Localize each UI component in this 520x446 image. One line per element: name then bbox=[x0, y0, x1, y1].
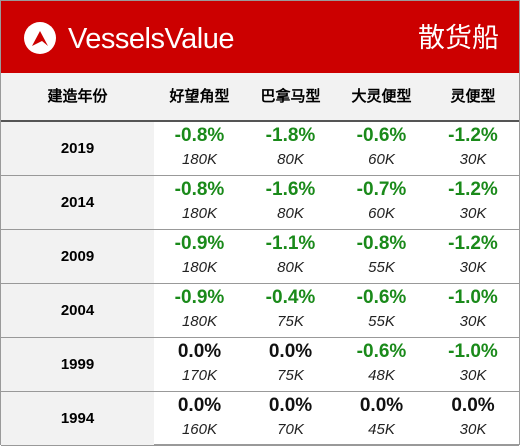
vessel-size: 75K bbox=[277, 367, 304, 384]
vessel-size: 30K bbox=[459, 205, 487, 222]
vessel-size: 30K bbox=[459, 151, 487, 168]
table-row: 2004 -0.9% 180K -0.4% 75K -0.6% 55K -1.0% 30K bbox=[1, 284, 519, 338]
column-header-year: 建造年份 bbox=[47, 87, 108, 105]
value-change: -0.7% bbox=[356, 179, 407, 200]
value-cell-handysize: -1.0% 30K bbox=[427, 284, 519, 337]
value-change: -0.6% bbox=[356, 341, 407, 362]
build-year: 2019 bbox=[1, 122, 154, 175]
vessel-size: 30K bbox=[459, 313, 487, 330]
value-change: -1.2% bbox=[448, 179, 498, 200]
value-cell-supramax: 0.0% 45K bbox=[336, 392, 427, 445]
value-change: -0.8% bbox=[174, 125, 225, 146]
vessel-size: 180K bbox=[181, 151, 218, 168]
value-change: -0.8% bbox=[356, 233, 407, 254]
value-change: 0.0% bbox=[359, 395, 404, 416]
value-change: -0.8% bbox=[174, 179, 225, 200]
build-year: 1999 bbox=[1, 338, 154, 391]
vessel-size: 60K bbox=[368, 205, 395, 222]
vessel-size: 60K bbox=[368, 151, 395, 168]
value-change: 0.0% bbox=[451, 395, 495, 416]
column-header-row: 建造年份 好望角型 巴拿马型 大灵便型 灵便型 bbox=[1, 73, 519, 122]
value-change: -0.9% bbox=[174, 233, 225, 254]
value-cell-supramax: -0.8% 55K bbox=[336, 230, 427, 283]
value-cell-handysize: -1.0% 30K bbox=[427, 338, 519, 391]
vesselsvalue-logo-icon bbox=[24, 22, 56, 54]
value-cell-handysize: -1.2% 30K bbox=[427, 122, 519, 175]
vessel-size: 30K bbox=[459, 259, 487, 276]
build-year: 2009 bbox=[1, 230, 154, 283]
value-change: 0.0% bbox=[177, 395, 222, 416]
value-cell-capesize: -0.8% 180K bbox=[154, 176, 245, 229]
vessel-size: 75K bbox=[277, 313, 304, 330]
value-cell-supramax: -0.6% 55K bbox=[336, 284, 427, 337]
vessel-size: 48K bbox=[368, 367, 395, 384]
value-cell-panamax: 0.0% 70K bbox=[245, 392, 336, 445]
value-cell-handysize: -1.2% 30K bbox=[427, 230, 519, 283]
value-change: -1.2% bbox=[448, 125, 498, 146]
value-cell-panamax: -1.6% 80K bbox=[245, 176, 336, 229]
value-cell-capesize: 0.0% 160K bbox=[154, 392, 245, 445]
build-year: 2014 bbox=[1, 176, 154, 229]
value-cell-capesize: -0.9% 180K bbox=[154, 284, 245, 337]
vessel-size: 180K bbox=[181, 313, 218, 330]
value-change: -1.1% bbox=[265, 233, 316, 254]
vessel-size: 55K bbox=[368, 259, 395, 276]
value-change: -0.6% bbox=[356, 287, 407, 308]
value-change: -0.4% bbox=[265, 287, 316, 308]
table-row: 2009 -0.9% 180K -1.1% 80K -0.8% 55K -1.2% 30K bbox=[1, 230, 519, 284]
value-change: -1.8% bbox=[265, 125, 316, 146]
value-cell-panamax: -1.8% 80K bbox=[245, 122, 336, 175]
column-header-capesize: 好望角型 bbox=[169, 87, 230, 105]
vessel-size: 55K bbox=[368, 313, 395, 330]
brand-name: VesselsValue bbox=[68, 23, 234, 55]
build-year: 1994 bbox=[1, 392, 154, 445]
value-cell-panamax: 0.0% 75K bbox=[245, 338, 336, 391]
vessel-size: 45K bbox=[368, 421, 395, 438]
value-cell-supramax: -0.6% 60K bbox=[336, 122, 427, 175]
vessel-size: 80K bbox=[277, 205, 304, 222]
value-cell-handysize: 0.0% 30K bbox=[427, 392, 519, 445]
table-row: 1994 0.0% 160K 0.0% 70K 0.0% 45K 0.0% 30K bbox=[1, 392, 519, 446]
vessel-size: 80K bbox=[277, 151, 304, 168]
value-cell-handysize: -1.2% 30K bbox=[427, 176, 519, 229]
build-year: 2004 bbox=[1, 284, 154, 337]
table-row: 2014 -0.8% 180K -1.6% 80K -0.7% 60K -1.2% 30K bbox=[1, 176, 519, 230]
value-cell-panamax: -0.4% 75K bbox=[245, 284, 336, 337]
vessel-size: 160K bbox=[181, 421, 218, 438]
table-row: 2019 -0.8% 180K -1.8% 80K -0.6% 60K -1.2% 30K bbox=[1, 122, 519, 176]
table-row: 1999 0.0% 170K 0.0% 75K -0.6% 48K -1.0% 30K bbox=[1, 338, 519, 392]
section-title: 散货船 bbox=[418, 23, 499, 54]
value-change: -1.0% bbox=[448, 341, 498, 362]
value-change: -0.9% bbox=[174, 287, 225, 308]
value-cell-capesize: 0.0% 170K bbox=[154, 338, 245, 391]
value-change: 0.0% bbox=[177, 341, 222, 362]
vessel-size: 80K bbox=[277, 259, 304, 276]
column-header-handysize: 灵便型 bbox=[450, 87, 496, 105]
value-cell-panamax: -1.1% 80K bbox=[245, 230, 336, 283]
value-change: 0.0% bbox=[268, 341, 313, 362]
value-cell-capesize: -0.8% 180K bbox=[154, 122, 245, 175]
vessel-size: 30K bbox=[459, 421, 487, 438]
header-bar: VesselsValue 散货船 bbox=[1, 1, 519, 73]
value-change: -0.6% bbox=[356, 125, 407, 146]
vessel-size: 180K bbox=[181, 205, 218, 222]
vessel-size: 70K bbox=[277, 421, 304, 438]
value-change: -1.6% bbox=[265, 179, 316, 200]
value-cell-capesize: -0.9% 180K bbox=[154, 230, 245, 283]
value-cell-supramax: -0.7% 60K bbox=[336, 176, 427, 229]
column-header-supramax: 大灵便型 bbox=[351, 87, 412, 105]
value-cell-supramax: -0.6% 48K bbox=[336, 338, 427, 391]
column-header-panamax: 巴拿马型 bbox=[260, 87, 321, 105]
value-change: 0.0% bbox=[268, 395, 313, 416]
vessel-size: 30K bbox=[459, 367, 487, 384]
vessel-size: 180K bbox=[181, 259, 218, 276]
value-change: -1.0% bbox=[448, 287, 498, 308]
vessel-size: 170K bbox=[181, 367, 218, 384]
value-change: -1.2% bbox=[448, 233, 498, 254]
